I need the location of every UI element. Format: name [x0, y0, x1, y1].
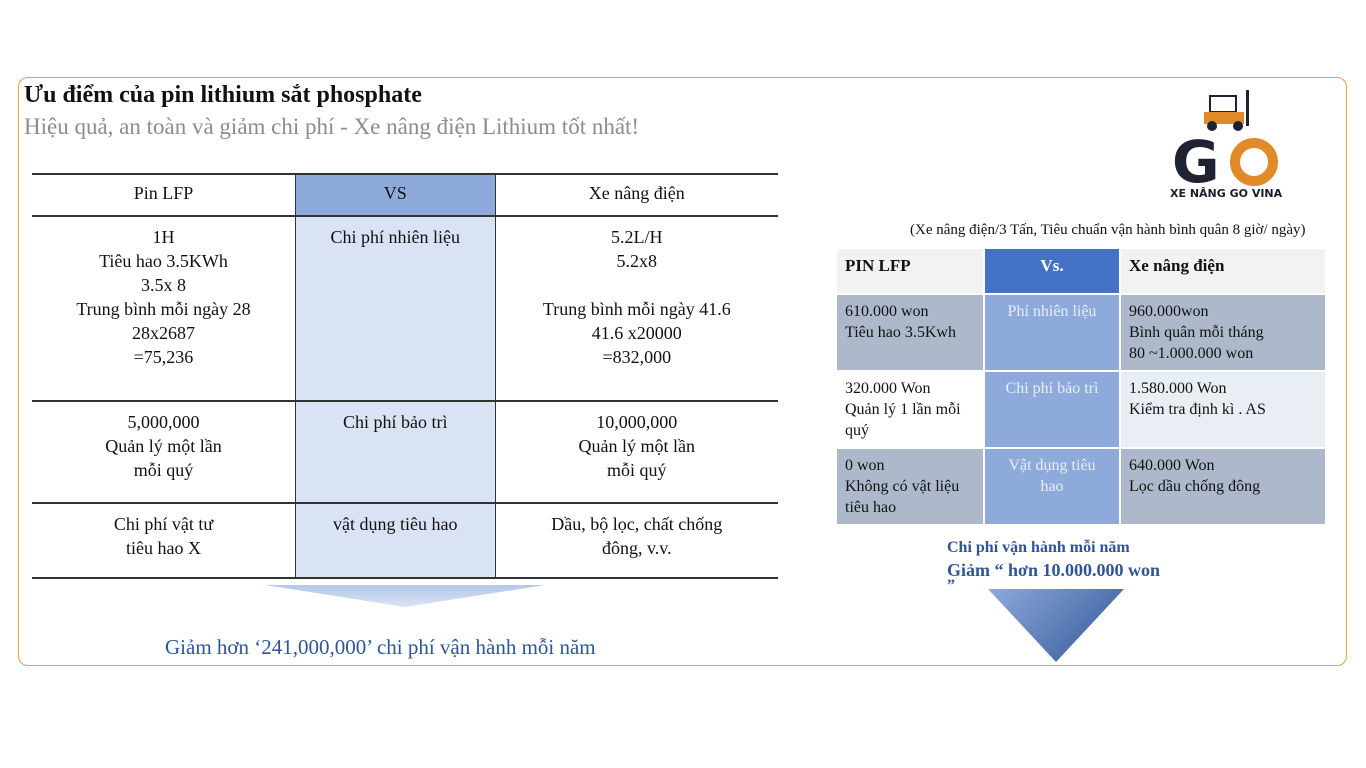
note-line: Chi phí vận hành mỗi năm — [947, 539, 1130, 556]
table-row: 5,000,000 Quản lý một lần mỗi quý Chi ph… — [32, 400, 778, 504]
cell: Dầu, bộ lọc, chất chống đông, v.v. — [494, 502, 778, 579]
go-vina-logo-icon: G — [1172, 90, 1278, 196]
cell: 10,000,000 Quản lý một lần mỗi quý — [494, 400, 778, 504]
table-row: 610.000 won Tiêu hao 3.5Kwh Phí nhiên li… — [837, 295, 1325, 370]
right-comparison-table: PIN LFP Vs. Xe nâng điện 610.000 won Tiê… — [835, 247, 1327, 526]
cell: Vật dụng tiêu hao — [985, 449, 1119, 524]
header-vs: Vs. — [985, 249, 1119, 293]
cell: 320.000 Won Quản lý 1 lần mỗi quý — [837, 372, 983, 447]
table-row: 320.000 Won Quản lý 1 lần mỗi quý Chi ph… — [837, 372, 1325, 447]
cell: Chi phí nhiên liệu — [294, 215, 496, 402]
cell: vật dụng tiêu hao — [294, 502, 496, 579]
note-line: Giảm “ hơn 10.000.000 won — [947, 560, 1160, 580]
header-electric-forklift: Xe nâng điện — [494, 173, 778, 217]
cell: 5.2L/H 5.2x8 Trung bình mỗi ngày 41.6 41… — [494, 215, 778, 402]
slide-frame — [18, 77, 1347, 666]
cell: Chi phí bảo trì — [985, 372, 1119, 447]
header-pin-lfp: Pin LFP — [32, 173, 296, 217]
cell: 1.580.000 Won Kiểm tra định kì . AS — [1121, 372, 1325, 447]
table-row: Chi phí vật tư tiêu hao X vật dụng tiêu … — [32, 502, 778, 579]
cell: 610.000 won Tiêu hao 3.5Kwh — [837, 295, 983, 370]
cell: 1H Tiêu hao 3.5KWh 3.5x 8 Trung bình mỗi… — [32, 215, 296, 402]
header-pin-lfp: PIN LFP — [837, 249, 983, 293]
page-title: Ưu điểm của pin lithium sắt phosphate — [24, 82, 422, 108]
svg-text:G: G — [1172, 128, 1220, 196]
conditions-note: (Xe nâng điện/3 Tấn, Tiêu chuẩn vận hành… — [910, 222, 1306, 238]
cell: 0 won Không có vật liệu tiêu hao — [837, 449, 983, 524]
note-line: ” — [947, 577, 955, 594]
header-electric-forklift: Xe nâng điện — [1121, 249, 1325, 293]
left-savings-note: Giảm hơn ‘241,000,000’ chi phí vận hành … — [165, 635, 596, 659]
table-header-row: Pin LFP VS Xe nâng điện — [32, 173, 778, 217]
cell: 960.000won Bình quân mỗi tháng 80 ~1.000… — [1121, 295, 1325, 370]
table-row: 0 won Không có vật liệu tiêu hao Vật dụn… — [837, 449, 1325, 524]
table-row: 1H Tiêu hao 3.5KWh 3.5x 8 Trung bình mỗi… — [32, 215, 778, 402]
page-subtitle: Hiệu quả, an toàn và giảm chi phí - Xe n… — [24, 114, 640, 139]
cell: Phí nhiên liệu — [985, 295, 1119, 370]
right-savings-note: Chi phí vận hành mỗi năm Giảm “ hơn 10.0… — [947, 537, 1160, 594]
cell: 5,000,000 Quản lý một lần mỗi quý — [32, 400, 296, 504]
cell: Chi phí vật tư tiêu hao X — [32, 502, 296, 579]
cell: Chi phí bảo trì — [294, 400, 496, 504]
logo-caption: XE NÂNG GO VINA — [1170, 187, 1283, 200]
left-comparison-table: Pin LFP VS Xe nâng điện 1H Tiêu hao 3.5K… — [32, 173, 778, 579]
header-vs: VS — [294, 173, 496, 217]
cell: 640.000 Won Lọc dầu chống đông — [1121, 449, 1325, 524]
table-header-row: PIN LFP Vs. Xe nâng điện — [837, 249, 1325, 293]
